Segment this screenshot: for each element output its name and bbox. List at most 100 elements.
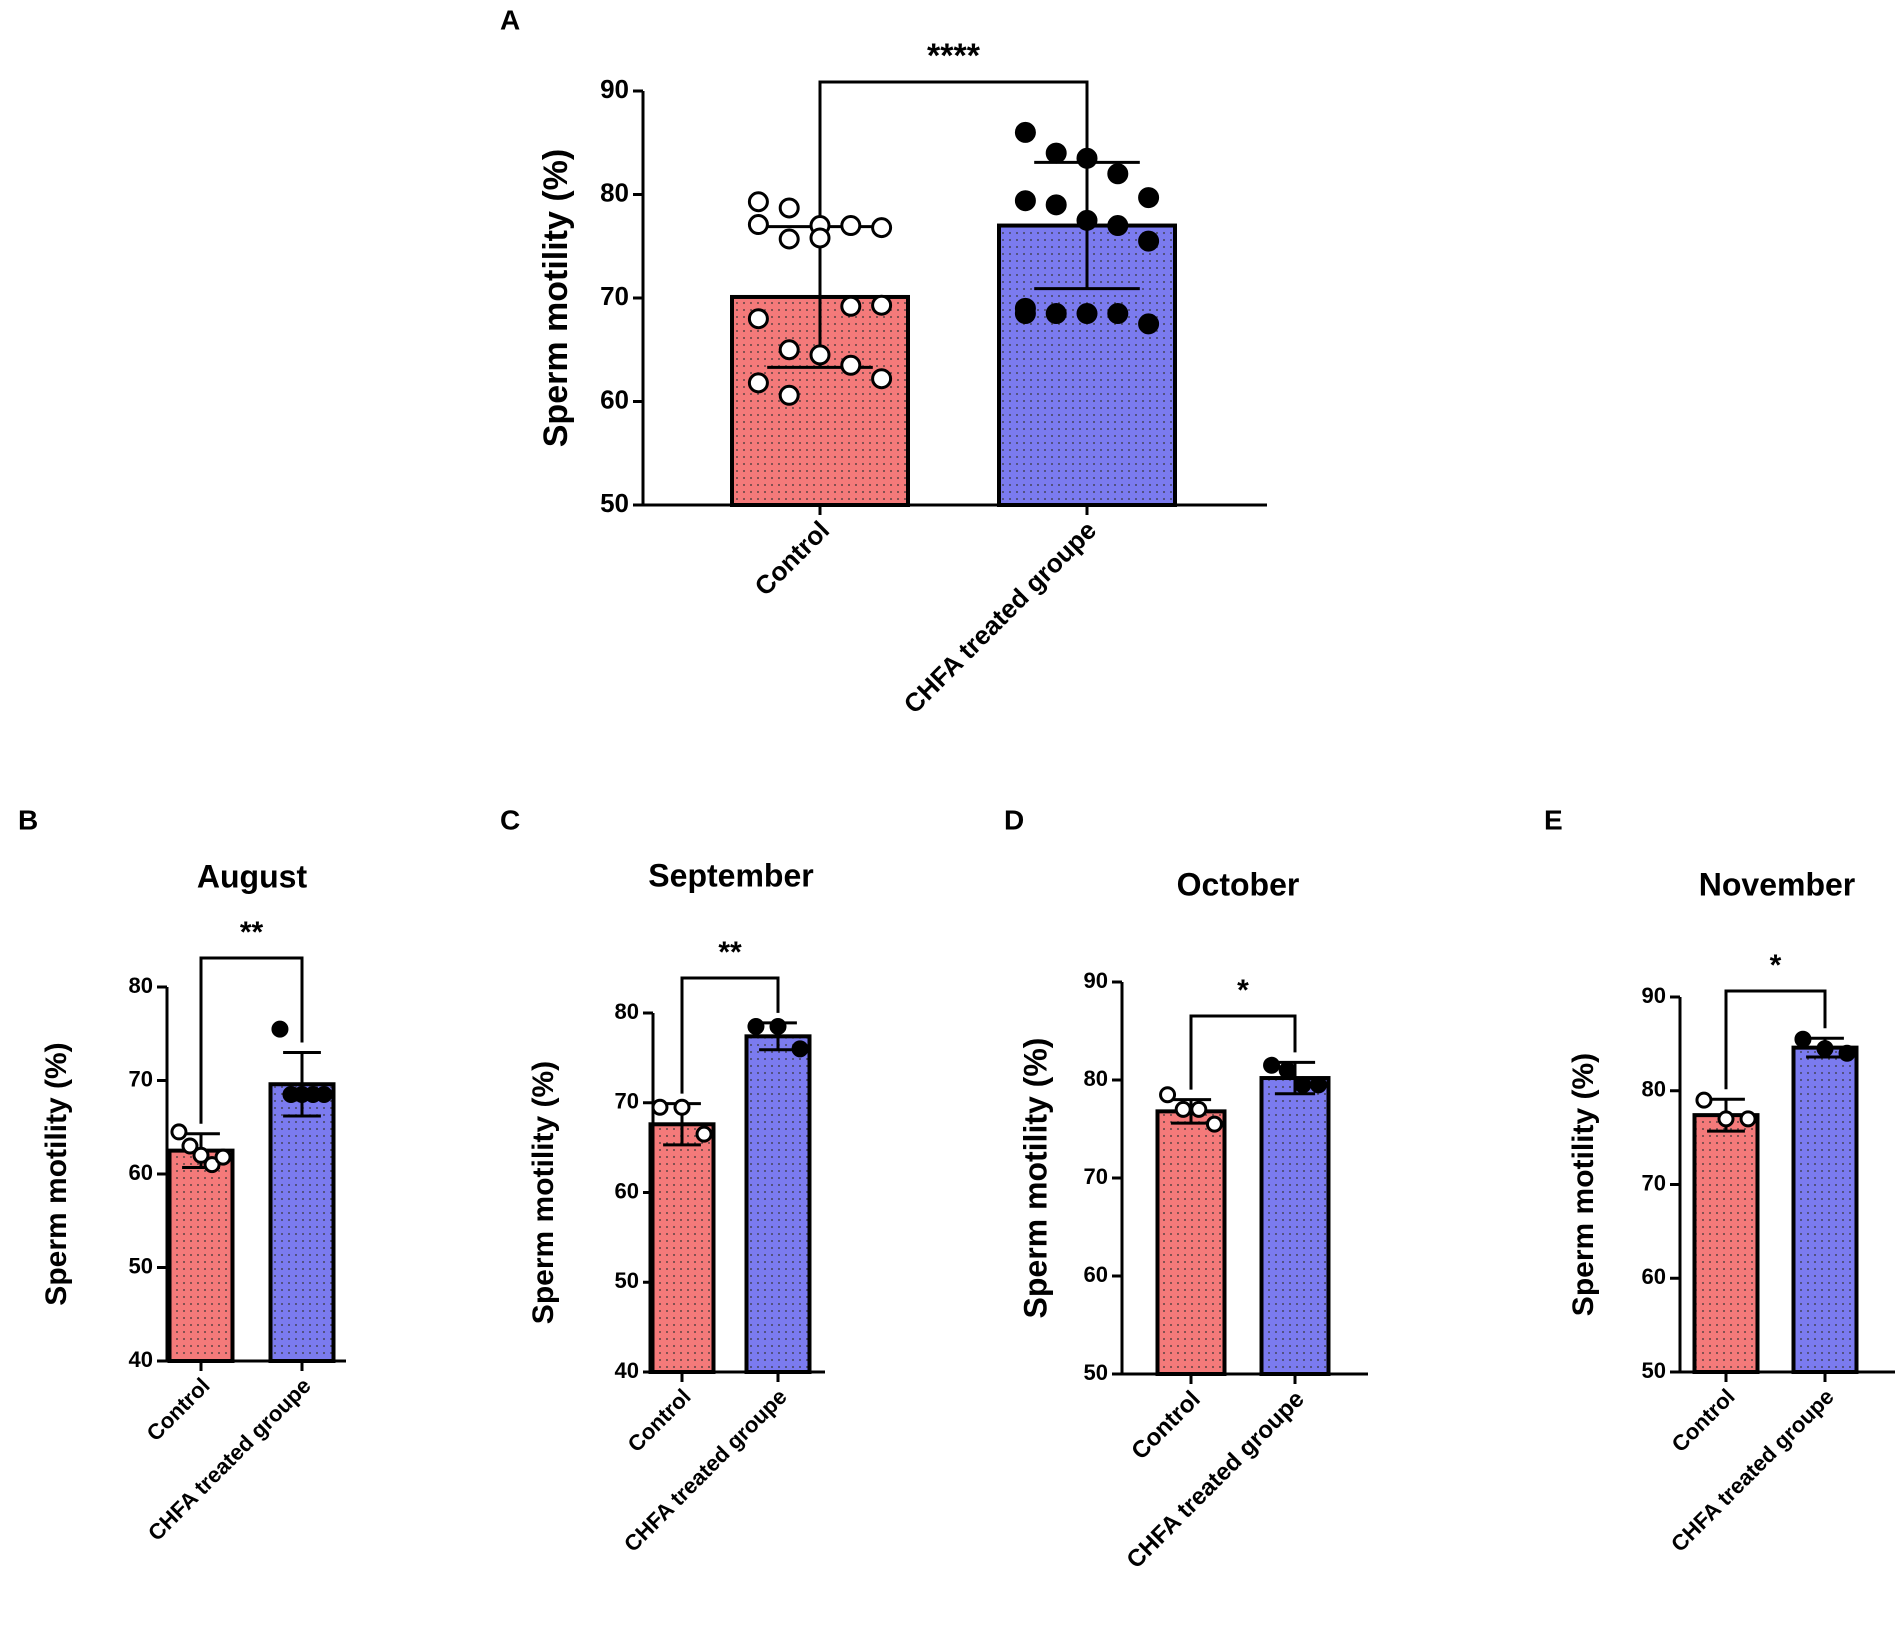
data-point (840, 295, 862, 317)
panel: E November Sperm motility (%) 50 60 70 80 90 Con… (1544, 804, 1895, 1557)
data-point (1107, 303, 1129, 325)
bar-texture (652, 1126, 712, 1370)
y-tick-label: 70 (615, 1089, 639, 1114)
x-tick-label: CHFA treated groupe (898, 515, 1102, 719)
x-tick-label: CHFA treated groupe (1122, 1386, 1310, 1574)
panel: A Sperm motility (%) 50 60 70 80 90 Control CHFA… (500, 4, 1267, 719)
data-point (1205, 1115, 1223, 1133)
panel-label: D (1004, 804, 1024, 835)
panel-label: B (18, 804, 38, 835)
data-point (1717, 1110, 1735, 1128)
significance-label: * (1770, 949, 1782, 982)
bar-texture (1795, 1049, 1855, 1370)
data-point (673, 1098, 691, 1116)
data-point (1138, 230, 1160, 252)
data-point (1816, 1040, 1834, 1058)
data-point (1076, 209, 1098, 231)
y-axis-label: Sperm motility (%) (1567, 1053, 1600, 1316)
data-point (1045, 303, 1067, 325)
y-tick-label: 70 (600, 281, 629, 311)
bar-texture (1263, 1080, 1327, 1372)
data-point (840, 215, 862, 237)
y-axis-label: Sperm motility (%) (537, 149, 575, 447)
significance-label: * (1237, 974, 1249, 1007)
data-point (747, 1017, 765, 1035)
y-tick-label: 60 (1642, 1264, 1666, 1289)
data-point (1107, 163, 1129, 185)
bar-texture (1696, 1117, 1756, 1370)
data-point (1014, 190, 1036, 212)
y-tick-label: 80 (1084, 1066, 1108, 1091)
chart-title: September (648, 857, 813, 893)
data-point (1159, 1086, 1177, 1104)
data-point (1107, 215, 1129, 237)
data-point (181, 1137, 199, 1155)
significance-bracket (1189, 1014, 1297, 1090)
y-tick-label: 90 (1642, 983, 1666, 1008)
data-point (1014, 303, 1036, 325)
x-tick-label: CHFA treated groupe (619, 1384, 792, 1557)
y-tick-label: 50 (615, 1268, 639, 1293)
x-tick-label: Control (1667, 1384, 1740, 1457)
panel-label: C (500, 804, 520, 835)
y-tick-label: 50 (129, 1253, 153, 1278)
chart-title: August (197, 858, 308, 894)
data-point (315, 1086, 333, 1104)
data-point (791, 1040, 809, 1058)
data-point (1263, 1056, 1281, 1074)
significance-bracket (199, 956, 304, 1124)
x-tick-label: Control (749, 515, 836, 602)
y-tick-label: 80 (129, 973, 153, 998)
y-tick-label: 60 (615, 1178, 639, 1203)
data-point (1794, 1030, 1812, 1048)
x-tick-label: Control (623, 1384, 696, 1457)
data-point (170, 1123, 188, 1141)
data-point (747, 191, 769, 213)
y-tick-label: 80 (600, 177, 629, 207)
panel: B August Sperm motility (%) 40 50 60 70 80 Contr… (18, 804, 346, 1546)
x-tick-label: Control (142, 1373, 215, 1446)
y-tick-label: 80 (615, 999, 639, 1024)
significance-label: ** (240, 916, 264, 949)
x-tick-label: CHFA treated groupe (1666, 1384, 1839, 1557)
y-tick-label: 50 (1084, 1360, 1108, 1385)
y-tick-label: 60 (129, 1160, 153, 1185)
panel-label: E (1544, 804, 1563, 835)
y-tick-label: 90 (600, 74, 629, 104)
data-point (1138, 187, 1160, 209)
bar-texture (171, 1152, 231, 1359)
data-point (1739, 1110, 1757, 1128)
data-point (1076, 303, 1098, 325)
y-tick-label: 70 (129, 1066, 153, 1091)
y-tick-label: 60 (1084, 1262, 1108, 1287)
significance-bracket (680, 976, 780, 1094)
data-point (809, 344, 831, 366)
data-point (1309, 1076, 1327, 1094)
panel: D October Sperm motility (%) 50 60 70 80 90 Cont… (1004, 804, 1368, 1574)
data-point (871, 294, 893, 316)
data-point (747, 214, 769, 236)
data-point (695, 1125, 713, 1143)
y-tick-label: 70 (1084, 1164, 1108, 1189)
data-point (1174, 1100, 1192, 1118)
data-point (1695, 1091, 1713, 1109)
data-point (747, 372, 769, 394)
data-point (778, 339, 800, 361)
significance-bracket (1724, 989, 1827, 1090)
y-tick-label: 40 (129, 1347, 153, 1372)
x-tick-label: Control (1126, 1386, 1205, 1465)
data-point (1838, 1044, 1856, 1062)
data-point (778, 228, 800, 250)
data-point (651, 1098, 669, 1116)
bar-texture (272, 1086, 332, 1359)
data-point (214, 1148, 232, 1166)
significance-label: **** (927, 37, 981, 75)
data-point (1294, 1076, 1312, 1094)
data-point (747, 308, 769, 330)
data-point (840, 354, 862, 376)
significance-bracket (818, 80, 1089, 217)
data-point (1278, 1061, 1296, 1079)
data-point (871, 368, 893, 390)
panel-label: A (500, 4, 520, 35)
